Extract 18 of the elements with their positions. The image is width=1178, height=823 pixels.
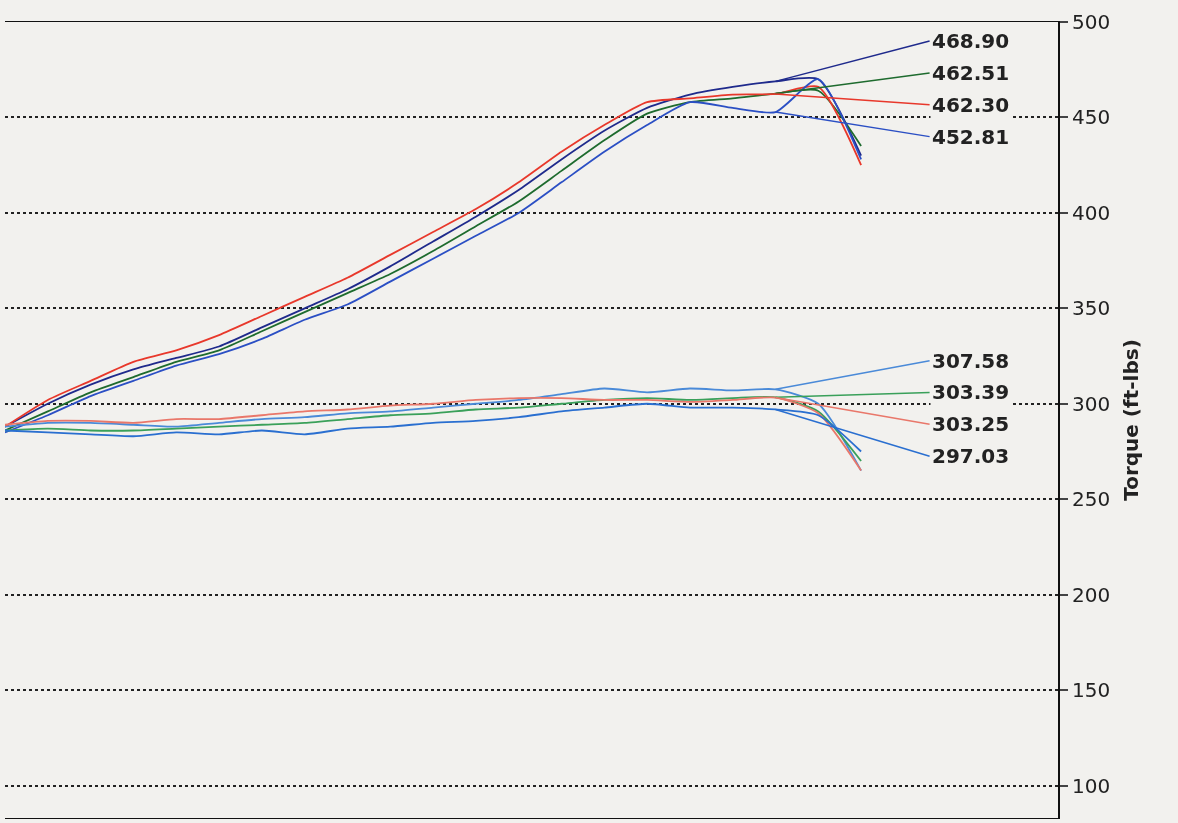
data-label: 303.25 xyxy=(932,412,1010,436)
y-tick-label: 350 xyxy=(1072,296,1111,321)
y-tick-label: 250 xyxy=(1072,487,1111,512)
y-tick-label: 400 xyxy=(1072,200,1111,225)
y-tick-label: 100 xyxy=(1072,773,1111,798)
y-tick-label: 300 xyxy=(1072,391,1111,416)
data-label: 303.39 xyxy=(932,380,1010,404)
y-axis-title: Torque (ft-lbs) xyxy=(1119,339,1144,501)
data-label: 452.81 xyxy=(932,125,1010,149)
data-label: 462.30 xyxy=(932,93,1010,117)
data-label: 462.51 xyxy=(932,61,1010,85)
data-label: 307.58 xyxy=(932,349,1010,373)
data-label: 297.03 xyxy=(932,444,1010,468)
y-tick-label: 450 xyxy=(1072,105,1111,130)
data-label: 468.90 xyxy=(932,29,1010,53)
y-tick-label: 150 xyxy=(1072,678,1111,703)
y-tick-label: 500 xyxy=(1072,10,1111,34)
y-tick-label: 200 xyxy=(1072,582,1111,607)
